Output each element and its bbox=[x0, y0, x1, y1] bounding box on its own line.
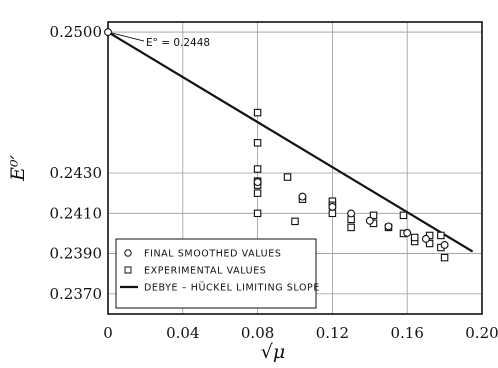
axis-titles: √μ E⁰′ bbox=[7, 154, 285, 363]
x-tick-label: 0.04 bbox=[166, 324, 199, 342]
annotation: E° = 0.2448 bbox=[111, 32, 210, 49]
annotation-leader-line bbox=[111, 32, 145, 42]
y-tick-label: 0.2500 bbox=[50, 23, 103, 41]
legend-label: EXPERIMENTAL VALUES bbox=[144, 266, 266, 277]
experimental-point bbox=[253, 108, 262, 117]
legend-label: DEBYE – HÜCKEL LIMITING SLOPE bbox=[144, 283, 320, 294]
experimental-point bbox=[399, 211, 408, 220]
x-tick-label: 0.12 bbox=[316, 324, 349, 342]
smoothed-point bbox=[298, 192, 307, 201]
smoothed-point bbox=[253, 178, 262, 187]
experimental-point bbox=[437, 231, 445, 240]
experimental-point bbox=[253, 189, 262, 197]
smoothed-point bbox=[384, 222, 393, 231]
smoothed-point bbox=[328, 202, 337, 211]
plot-frame bbox=[107, 21, 483, 315]
experimental-point bbox=[347, 223, 355, 232]
y-tick-label: 0.2390 bbox=[50, 245, 103, 263]
legend-label: FINAL SMOOTHED VALUES bbox=[144, 249, 281, 260]
x-tick-label: 0.20 bbox=[465, 324, 498, 342]
experimental-point bbox=[440, 253, 449, 262]
x-axis-ticks: 0 0.04 0.08 0.12 0.16 0.20 bbox=[103, 324, 498, 342]
legend: FINAL SMOOTHED VALUES EXPERIMENTAL VALUES… bbox=[115, 238, 320, 309]
annotation-text: E° = 0.2448 bbox=[146, 37, 210, 49]
experimental-point bbox=[369, 211, 378, 220]
legend-circle-marker bbox=[124, 249, 132, 257]
y-axis-title: E⁰′ bbox=[7, 154, 29, 181]
y-tick-label: 0.2430 bbox=[50, 164, 103, 182]
y-axis-ticks: 0.2370 0.2390 0.2410 0.2430 0.2500 bbox=[50, 23, 103, 303]
x-tick-label: 0.08 bbox=[241, 324, 274, 342]
smoothed-point bbox=[365, 216, 374, 225]
experimental-point bbox=[328, 209, 337, 218]
debye-huckel-line bbox=[107, 31, 474, 253]
y-tick-label: 0.2370 bbox=[50, 285, 103, 303]
smoothed-point bbox=[440, 240, 449, 249]
x-tick-label: 0.16 bbox=[390, 324, 423, 342]
experimental-point bbox=[283, 173, 292, 181]
experimental-point bbox=[253, 165, 262, 173]
smoothed-point bbox=[403, 228, 412, 237]
experimental-point bbox=[253, 139, 262, 147]
series-layer bbox=[104, 28, 474, 262]
experimental-point bbox=[410, 233, 419, 242]
x-tick-label: 0 bbox=[103, 324, 113, 342]
y-tick-label: 0.2410 bbox=[50, 204, 103, 222]
smoothed-point bbox=[104, 28, 112, 37]
smoothed-point bbox=[347, 209, 356, 218]
experimental-point bbox=[253, 209, 262, 218]
smoothed-point bbox=[421, 234, 430, 243]
legend-square-marker bbox=[124, 266, 132, 274]
legend-box bbox=[115, 238, 317, 309]
x-axis-title: √μ bbox=[261, 341, 285, 363]
experimental-point bbox=[425, 239, 434, 248]
experimental-point bbox=[291, 217, 299, 226]
